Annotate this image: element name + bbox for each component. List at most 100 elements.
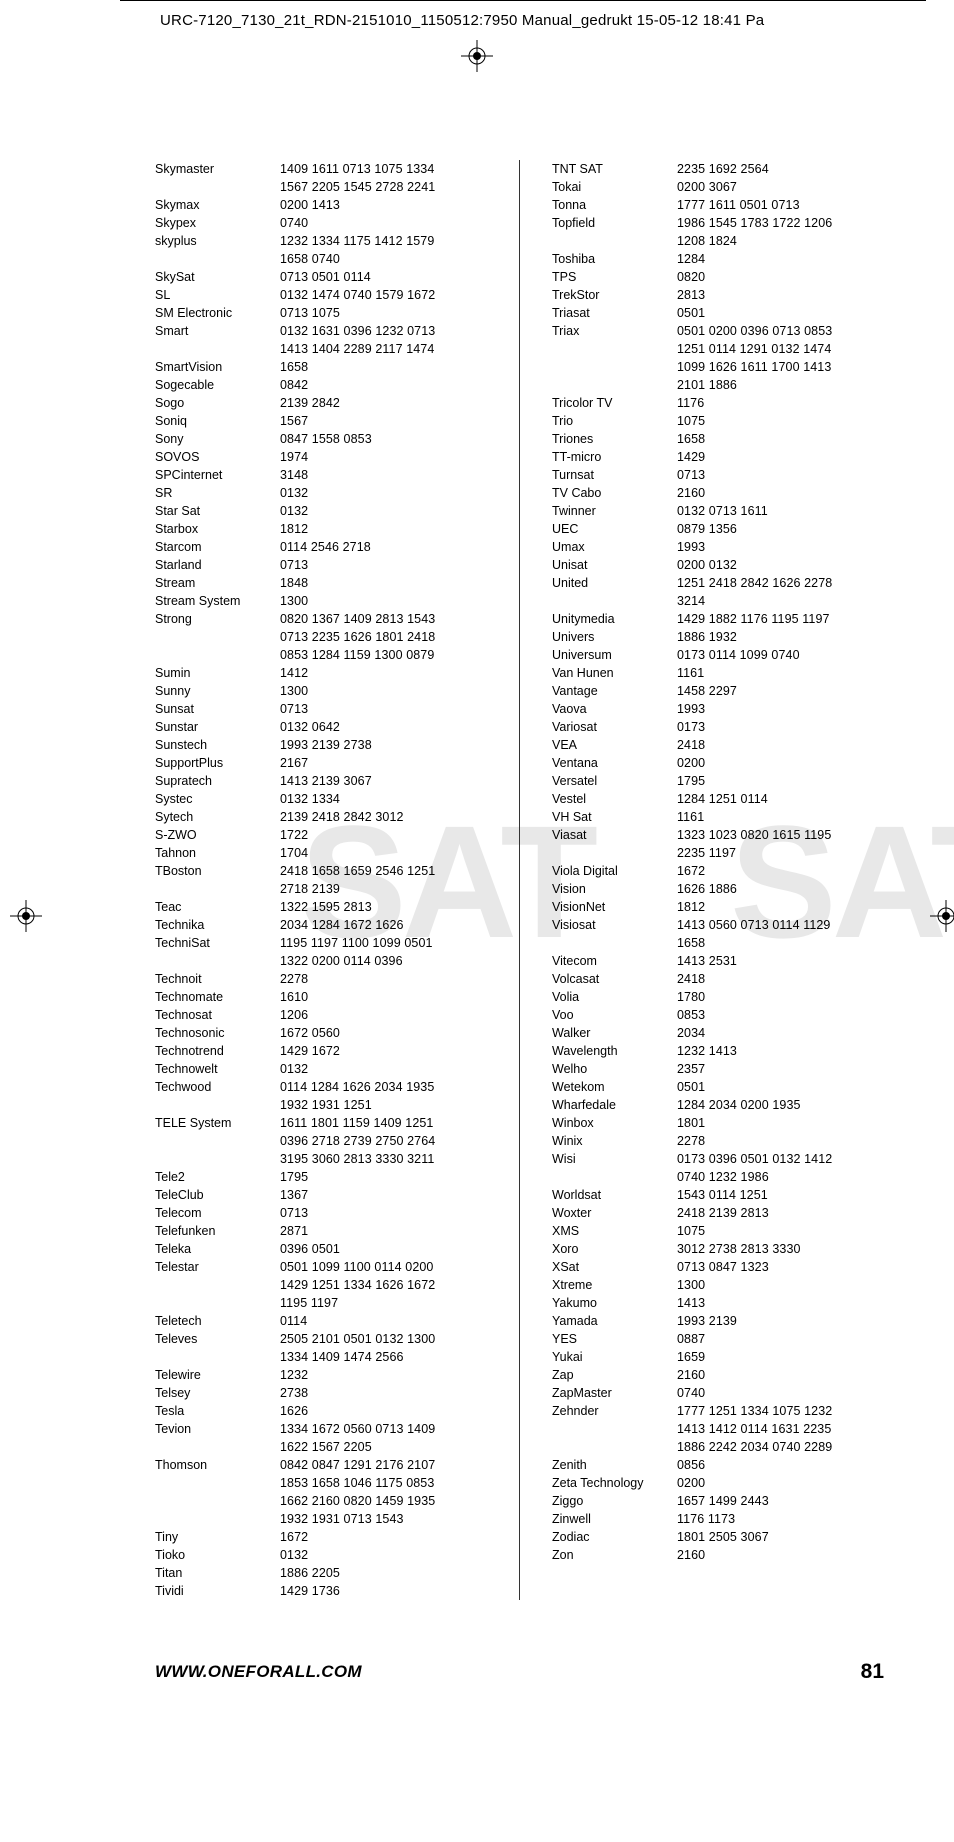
brand-name: TrekStor [552, 286, 677, 304]
table-row: Tokai0200 3067 [552, 178, 884, 196]
table-row: Zodiac1801 2505 3067 [552, 1528, 884, 1546]
device-codes: 1284 2034 0200 1935 [677, 1096, 884, 1114]
device-codes: 1300 [677, 1276, 884, 1294]
device-codes: 2418 1658 1659 2546 1251 [280, 862, 487, 880]
brand-name: SR [155, 484, 280, 502]
device-codes: 1323 1023 0820 1615 1195 [677, 826, 884, 844]
table-row: Soniq1567 [155, 412, 487, 430]
device-codes: 0114 2546 2718 [280, 538, 487, 556]
brand-name: Turnsat [552, 466, 677, 484]
table-row: Viola Digital1672 [552, 862, 884, 880]
table-row: SOVOS1974 [155, 448, 487, 466]
table-row: Technowelt0132 [155, 1060, 487, 1078]
table-row: Triax0501 0200 0396 0713 0853 [552, 322, 884, 340]
brand-name: Volia [552, 988, 677, 1006]
brand-name: YES [552, 1330, 677, 1348]
device-codes: 1886 2205 [280, 1564, 487, 1582]
table-row: Sunstar0132 0642 [155, 718, 487, 736]
device-codes: 1322 1595 2813 [280, 898, 487, 916]
device-codes: 0856 [677, 1456, 884, 1474]
brand-name: Wetekom [552, 1078, 677, 1096]
device-codes: 1795 [280, 1168, 487, 1186]
table-row: Wisi0173 0396 0501 0132 1412 [552, 1150, 884, 1168]
table-row: TT-micro1429 [552, 448, 884, 466]
device-codes: 1801 2505 3067 [677, 1528, 884, 1546]
device-codes: 0173 0114 1099 0740 [677, 646, 884, 664]
table-row: Technosat1206 [155, 1006, 487, 1024]
device-codes: 1993 [677, 700, 884, 718]
device-codes: 1658 [677, 934, 884, 952]
brand-name: Technosat [155, 1006, 280, 1024]
brand-name: Skymaster [155, 160, 280, 178]
brand-name: Vitecom [552, 952, 677, 970]
brand-name [552, 376, 677, 394]
table-row: 0396 2718 2739 2750 2764 [155, 1132, 487, 1150]
device-codes: 1284 [677, 250, 884, 268]
brand-name: Ziggo [552, 1492, 677, 1510]
device-codes: 0200 0132 [677, 556, 884, 574]
table-row: Winix2278 [552, 1132, 884, 1150]
brand-name: Wavelength [552, 1042, 677, 1060]
device-codes: 2718 2139 [280, 880, 487, 898]
device-codes: 1075 [677, 412, 884, 430]
table-row: Wavelength1232 1413 [552, 1042, 884, 1060]
brand-name [155, 952, 280, 970]
device-codes: 1795 [677, 772, 884, 790]
device-codes: 1334 1672 0560 0713 1409 [280, 1420, 487, 1438]
device-codes: 0132 [280, 1546, 487, 1564]
device-codes: 1993 2139 [677, 1312, 884, 1330]
table-row: Tiny1672 [155, 1528, 487, 1546]
table-row: Trio1075 [552, 412, 884, 430]
table-row: Telefunken2871 [155, 1222, 487, 1240]
table-row: Sogecable0842 [155, 376, 487, 394]
device-codes: 2871 [280, 1222, 487, 1240]
brand-name [155, 1096, 280, 1114]
table-row: 1932 1931 1251 [155, 1096, 487, 1114]
table-row: TNT SAT2235 1692 2564 [552, 160, 884, 178]
registration-mark-left [10, 900, 42, 937]
device-codes: 1722 [280, 826, 487, 844]
table-row: Zon2160 [552, 1546, 884, 1564]
brand-name [552, 340, 677, 358]
brand-name: SM Electronic [155, 304, 280, 322]
brand-name: Titan [155, 1564, 280, 1582]
device-codes: 1413 1404 2289 2117 1474 [280, 340, 487, 358]
device-codes: 1195 1197 1100 1099 0501 [280, 934, 487, 952]
device-codes: 1429 1882 1176 1195 1197 [677, 610, 884, 628]
table-row: Systec0132 1334 [155, 790, 487, 808]
brand-name: Televes [155, 1330, 280, 1348]
device-codes: 0173 [677, 718, 884, 736]
brand-name: Yakumo [552, 1294, 677, 1312]
device-codes: 1161 [677, 664, 884, 682]
device-codes: 0132 [280, 502, 487, 520]
page-footer: WWW.ONEFORALL.COM 81 [155, 1660, 884, 1684]
table-row: Starland0713 [155, 556, 487, 574]
brand-name: Triasat [552, 304, 677, 322]
device-codes: 1208 1824 [677, 232, 884, 250]
brand-name: Starland [155, 556, 280, 574]
device-codes: 0396 2718 2739 2750 2764 [280, 1132, 487, 1150]
table-row: Tele21795 [155, 1168, 487, 1186]
brand-name: Starbox [155, 520, 280, 538]
device-codes: 0713 1075 [280, 304, 487, 322]
brand-name: Telestar [155, 1258, 280, 1276]
brand-name: Viola Digital [552, 862, 677, 880]
brand-name: Xoro [552, 1240, 677, 1258]
table-row: Zeta Technology0200 [552, 1474, 884, 1492]
table-row: Smart0132 1631 0396 1232 0713 [155, 322, 487, 340]
brand-name: Tele2 [155, 1168, 280, 1186]
table-row: Sumin1412 [155, 664, 487, 682]
device-codes: 2418 [677, 736, 884, 754]
device-codes: 1413 1412 0114 1631 2235 [677, 1420, 884, 1438]
table-row: 1334 1409 1474 2566 [155, 1348, 487, 1366]
print-header: URC-7120_7130_21t_RDN-2151010_1150512:79… [160, 12, 764, 29]
brand-name: Vantage [552, 682, 677, 700]
device-codes: 3214 [677, 592, 884, 610]
device-codes: 0501 [677, 304, 884, 322]
device-codes: 1812 [280, 520, 487, 538]
device-codes: 1251 2418 2842 1626 2278 [677, 574, 884, 592]
device-codes: 1412 [280, 664, 487, 682]
device-codes: 3148 [280, 466, 487, 484]
table-row: Technoit2278 [155, 970, 487, 988]
table-row: Twinner0132 0713 1611 [552, 502, 884, 520]
